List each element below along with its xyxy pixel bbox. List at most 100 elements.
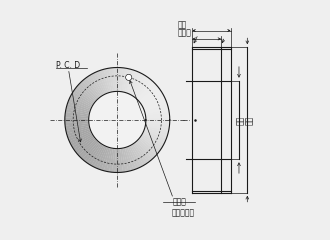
Wedge shape bbox=[145, 126, 169, 134]
Wedge shape bbox=[146, 112, 170, 117]
Wedge shape bbox=[89, 144, 103, 166]
Wedge shape bbox=[106, 148, 113, 172]
Wedge shape bbox=[98, 70, 109, 93]
Wedge shape bbox=[118, 68, 123, 91]
Wedge shape bbox=[104, 148, 112, 171]
Wedge shape bbox=[145, 109, 169, 115]
Wedge shape bbox=[101, 147, 110, 171]
Wedge shape bbox=[140, 137, 160, 153]
Wedge shape bbox=[134, 77, 150, 98]
Wedge shape bbox=[68, 99, 91, 110]
Text: 穴　径: 穴 径 bbox=[172, 198, 186, 207]
Wedge shape bbox=[82, 141, 99, 161]
Wedge shape bbox=[141, 91, 163, 106]
Wedge shape bbox=[65, 123, 89, 128]
Wedge shape bbox=[77, 138, 96, 155]
Wedge shape bbox=[142, 94, 164, 107]
Wedge shape bbox=[80, 81, 98, 100]
Wedge shape bbox=[78, 83, 97, 101]
Wedge shape bbox=[76, 85, 96, 102]
Wedge shape bbox=[109, 68, 114, 92]
Wedge shape bbox=[143, 96, 165, 108]
Wedge shape bbox=[65, 114, 89, 119]
Text: 合金厚: 合金厚 bbox=[178, 28, 192, 37]
Wedge shape bbox=[123, 148, 131, 171]
Wedge shape bbox=[65, 120, 89, 123]
Wedge shape bbox=[69, 132, 92, 144]
Wedge shape bbox=[140, 89, 161, 104]
Wedge shape bbox=[122, 148, 128, 172]
Wedge shape bbox=[86, 76, 102, 97]
Wedge shape bbox=[141, 135, 161, 151]
Wedge shape bbox=[127, 71, 139, 94]
Wedge shape bbox=[80, 140, 98, 159]
Wedge shape bbox=[117, 67, 120, 91]
Wedge shape bbox=[125, 147, 134, 171]
Wedge shape bbox=[67, 129, 91, 139]
Wedge shape bbox=[93, 72, 106, 95]
Text: ノックピン: ノックピン bbox=[171, 209, 194, 217]
Wedge shape bbox=[146, 117, 170, 120]
Wedge shape bbox=[120, 148, 126, 172]
Wedge shape bbox=[142, 133, 164, 146]
Wedge shape bbox=[65, 117, 89, 120]
Wedge shape bbox=[106, 68, 113, 92]
Wedge shape bbox=[143, 98, 166, 110]
Wedge shape bbox=[84, 142, 101, 163]
Wedge shape bbox=[144, 101, 167, 111]
Wedge shape bbox=[109, 148, 115, 172]
Wedge shape bbox=[144, 130, 166, 141]
Wedge shape bbox=[82, 79, 99, 99]
Wedge shape bbox=[67, 127, 90, 137]
Wedge shape bbox=[119, 149, 123, 172]
Wedge shape bbox=[145, 103, 168, 113]
Wedge shape bbox=[135, 141, 152, 161]
Wedge shape bbox=[146, 121, 170, 126]
Wedge shape bbox=[67, 101, 90, 111]
Wedge shape bbox=[130, 73, 144, 95]
Wedge shape bbox=[69, 96, 92, 108]
Wedge shape bbox=[112, 149, 116, 172]
Wedge shape bbox=[126, 70, 136, 93]
Wedge shape bbox=[144, 129, 167, 139]
Wedge shape bbox=[114, 67, 117, 91]
Wedge shape bbox=[126, 147, 136, 170]
Wedge shape bbox=[122, 68, 128, 92]
Wedge shape bbox=[112, 68, 116, 91]
Wedge shape bbox=[127, 146, 139, 169]
Wedge shape bbox=[66, 126, 90, 134]
Wedge shape bbox=[146, 120, 170, 123]
Circle shape bbox=[89, 91, 146, 149]
Wedge shape bbox=[136, 140, 154, 159]
Wedge shape bbox=[129, 72, 141, 95]
Wedge shape bbox=[70, 94, 92, 107]
Wedge shape bbox=[143, 132, 165, 144]
Wedge shape bbox=[134, 142, 150, 162]
Wedge shape bbox=[98, 147, 109, 170]
Wedge shape bbox=[84, 78, 100, 98]
Wedge shape bbox=[135, 79, 152, 99]
Wedge shape bbox=[132, 144, 146, 165]
Wedge shape bbox=[139, 138, 158, 155]
Wedge shape bbox=[140, 87, 160, 103]
Wedge shape bbox=[124, 69, 134, 93]
Wedge shape bbox=[78, 139, 97, 157]
Wedge shape bbox=[145, 106, 169, 114]
Wedge shape bbox=[93, 145, 106, 168]
Wedge shape bbox=[72, 134, 93, 149]
Text: 内径: 内径 bbox=[236, 115, 246, 125]
Wedge shape bbox=[123, 69, 131, 92]
Wedge shape bbox=[71, 133, 92, 146]
Wedge shape bbox=[88, 75, 103, 96]
Wedge shape bbox=[91, 145, 104, 167]
Wedge shape bbox=[96, 146, 107, 169]
Wedge shape bbox=[145, 124, 169, 131]
Wedge shape bbox=[103, 69, 111, 92]
Circle shape bbox=[126, 74, 132, 80]
Text: 外径: 外径 bbox=[245, 115, 253, 125]
Wedge shape bbox=[65, 121, 89, 126]
Wedge shape bbox=[96, 71, 107, 94]
Wedge shape bbox=[137, 83, 156, 101]
Wedge shape bbox=[120, 68, 125, 92]
Wedge shape bbox=[101, 69, 110, 93]
